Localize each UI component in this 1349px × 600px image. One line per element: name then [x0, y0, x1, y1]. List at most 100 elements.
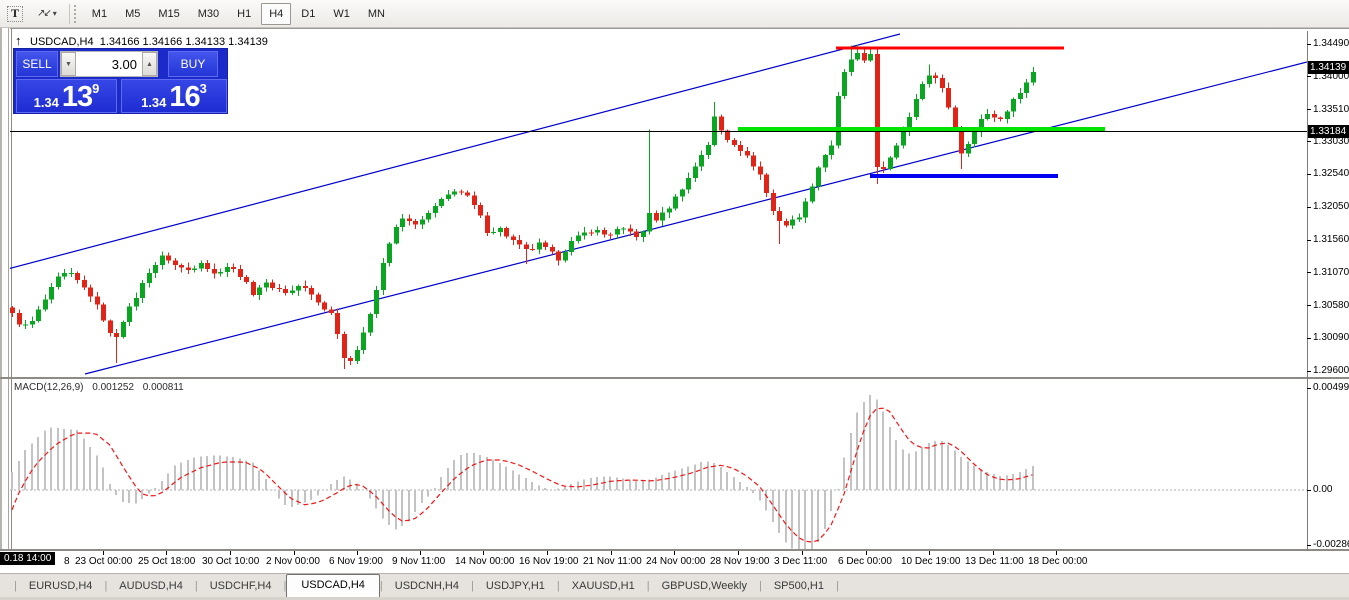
price-axis-tick [1307, 370, 1311, 372]
sell-button[interactable]: SELL [16, 51, 58, 77]
chart-title: USDCAD,H4 1.34166 1.34166 1.34133 1.3413… [30, 36, 268, 48]
tab-usdcnh-h4[interactable]: USDCNH,H4 [394, 580, 459, 592]
channel-lines[interactable] [10, 33, 1307, 375]
tab-separator: | [104, 580, 108, 592]
time-axis-label: 24 Nov 00:00 [646, 556, 706, 567]
time-axis[interactable]: 0.18 14:00 8 23 Oct 00:00 25 Oct 18:00 30 … [0, 551, 1349, 573]
arrow-objects-button[interactable]: ↗↙ ▾ [33, 4, 61, 24]
price-axis-tick [1307, 337, 1311, 339]
chart-marker-arrow-icon: ↑ [15, 33, 22, 48]
trade-panel-controls: SELL ▼ 3.00 ▲ BUY [16, 51, 225, 77]
tab-sp500-h1[interactable]: SP500,H1 [773, 580, 824, 592]
time-axis-label: 18 Dec 00:00 [1028, 556, 1088, 567]
price-axis-tick [1307, 173, 1311, 175]
time-axis-label: 3 Dec 11:00 [774, 556, 828, 567]
macd-name: MACD(12,26,9) [14, 382, 84, 393]
volume-field[interactable]: 3.00 [76, 52, 142, 76]
tab-gbpusd-weekly[interactable]: GBPUSD,Weekly [661, 580, 747, 592]
toolbar-separator [68, 3, 70, 24]
time-axis-tick [611, 551, 612, 555]
time-axis-label: 28 Nov 19:00 [710, 556, 770, 567]
tab-separator: | [646, 580, 650, 592]
time-axis-label: 2 Nov 00:00 [266, 556, 320, 567]
one-click-trading-panel: SELL ▼ 3.00 ▲ BUY 1.34 13 9 1.34 16 3 [13, 48, 228, 114]
time-axis-tick [357, 551, 358, 555]
text-tool-icon: T [7, 5, 24, 22]
timeframe-button-h4[interactable]: H4 [261, 2, 292, 25]
timeframe-button-m1[interactable]: M1 [91, 7, 108, 20]
price-axis-tick [1307, 76, 1311, 78]
buy-price-display[interactable]: 1.34 16 3 [121, 79, 227, 113]
buy-price-point: 3 [199, 81, 207, 96]
time-axis-label: 6 Nov 19:00 [329, 556, 383, 567]
macd-indicator-label: MACD(12,26,9) 0.001252 0.000811 [14, 382, 190, 393]
arrows-icon: ↗↙ [37, 8, 52, 19]
macd-axis-label: 0.00 [1313, 484, 1333, 495]
price-axis-label: 1.31070 [1313, 266, 1349, 278]
price-axis-label: 1.32050 [1313, 201, 1349, 213]
timeframe-button-d1[interactable]: D1 [301, 7, 316, 20]
timeframe-button-w1[interactable]: W1 [333, 7, 350, 20]
macd-chart-canvas[interactable] [10, 380, 1307, 549]
tab-separator: | [470, 580, 474, 592]
timeframe-button-mn[interactable]: MN [367, 7, 385, 20]
time-axis-label: 23 Oct 00:00 [75, 556, 133, 567]
macd-axis-tick [1307, 387, 1311, 389]
time-axis-label: 6 Dec 00:00 [838, 556, 892, 567]
top-toolbar: T ↗↙ ▾ M1 M5 M15 M30 H1 H4 D1 W1 MN [0, 0, 1349, 28]
price-axis-tick [1307, 305, 1311, 307]
tab-usdcad-h4[interactable]: USDCAD,H4 [286, 574, 380, 597]
price-axis-label: 1.31560 [1313, 234, 1349, 246]
timeframe-button-m30[interactable]: M30 [197, 7, 220, 20]
macd-signal-value: 0.000811 [142, 382, 184, 393]
time-axis-clipped-label: 8 [64, 556, 70, 567]
price-chart-canvas[interactable] [10, 31, 1307, 377]
tab-separator: | [758, 580, 762, 592]
pane-splitter[interactable] [0, 377, 1349, 379]
timeframe-button-h1[interactable]: H1 [237, 7, 252, 20]
tab-usdjpy-h1[interactable]: USDJPY,H1 [485, 580, 545, 592]
macd-signal-line [11, 407, 1033, 543]
price-axis-label: 1.34490 [1313, 38, 1349, 49]
price-axis-tick [1307, 43, 1311, 45]
horizontal-line-objects[interactable] [10, 46, 1307, 178]
time-axis-label: 9 Nov 11:00 [392, 556, 446, 567]
macd-histogram-group [11, 394, 1034, 549]
time-axis-tick [294, 551, 295, 555]
macd-axis-label: -0.002868 [1313, 539, 1349, 550]
time-axis-label: 14 Nov 00:00 [455, 556, 515, 567]
timeframe-toolbar: M1 M5 M15 M30 H1 H4 D1 W1 MN [83, 2, 394, 25]
volume-increase-button[interactable]: ▲ [142, 52, 157, 76]
time-axis-tick [993, 551, 994, 555]
tab-separator: | [283, 580, 287, 592]
time-axis-tick [738, 551, 739, 555]
tab-usdchf-h4[interactable]: USDCHF,H4 [209, 580, 272, 592]
timeframe-button-m5[interactable]: M5 [125, 7, 141, 20]
time-axis-tick [674, 551, 675, 555]
tab-audusd-h4[interactable]: AUDUSD,H4 [119, 580, 183, 592]
volume-decrease-button[interactable]: ▼ [61, 52, 76, 76]
tab-separator: | [14, 580, 17, 592]
timeframe-button-m15[interactable]: M15 [158, 7, 180, 20]
price-axis-tick [1307, 239, 1311, 241]
price-axis-label: 1.33030 [1313, 135, 1349, 147]
tab-xauusd-h1[interactable]: XAUUSD,H1 [571, 580, 635, 592]
chart-ohlc-values: 1.34166 1.34166 1.34133 1.34139 [99, 36, 268, 48]
price-axis-label: 1.34000 [1313, 70, 1349, 82]
toolbar-grip[interactable] [73, 4, 77, 23]
time-axis-tick [802, 551, 803, 555]
macd-axis-tick [1307, 544, 1311, 546]
price-axis-label: 1.32540 [1313, 168, 1349, 180]
macd-axis-label: 0.004999 [1313, 382, 1349, 393]
text-tool-button[interactable]: T [4, 4, 26, 24]
sell-price-display[interactable]: 1.34 13 9 [16, 79, 117, 113]
chart-symbol-period: USDCAD,H4 [30, 36, 94, 48]
time-axis-tick [103, 551, 104, 555]
buy-button[interactable]: BUY [168, 51, 218, 77]
price-axis-tick [1307, 272, 1311, 274]
chevron-down-icon[interactable]: ▾ [52, 9, 57, 18]
time-axis-label: 25 Oct 18:00 [138, 556, 196, 567]
buy-price-pips: 16 [169, 81, 200, 113]
price-axis-tick [1307, 109, 1311, 111]
tab-eurusd-h4[interactable]: EURUSD,H4 [28, 580, 93, 592]
